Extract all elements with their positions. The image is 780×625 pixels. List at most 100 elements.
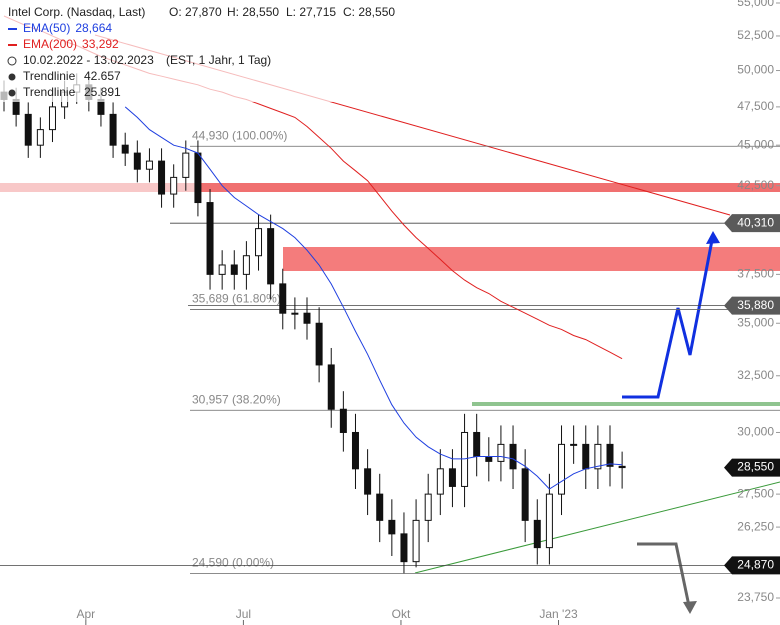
y-tick-label: 26,250 [737, 519, 774, 533]
y-tick-label: 50,000 [737, 63, 774, 77]
y-tick-label: 52,500 [737, 28, 774, 42]
candle-body [570, 443, 578, 446]
price-marker [724, 296, 780, 315]
trendline-name: Trendlinie [23, 85, 76, 99]
candle-body [558, 443, 566, 495]
y-tick-label: 30,000 [737, 425, 774, 439]
candle-body [412, 519, 420, 563]
candle-body [279, 283, 287, 314]
x-tick-label: Apr [76, 607, 95, 621]
trendline-name: Trendlinie [23, 69, 76, 83]
title: Intel Corp. (Nasdaq, Last) [8, 5, 145, 19]
price-marker-label: 24,870 [737, 558, 774, 572]
candle-body [545, 493, 553, 549]
candle-body [509, 443, 517, 470]
legend-icon [8, 89, 16, 97]
candle-body [618, 465, 626, 469]
forecast-arrow [622, 234, 715, 399]
y-tick-label: 42,500 [737, 178, 774, 192]
candle-body [521, 468, 529, 521]
settings: (EST, 1 Jahr, 1 Tag) [166, 53, 271, 67]
legend-name: EMA(50) [23, 21, 70, 35]
zone-upper [200, 183, 780, 192]
trendline-up [414, 481, 780, 574]
legend-bg [0, 0, 420, 102]
candle-body [448, 468, 456, 487]
candle-body [327, 364, 335, 410]
candle-body [230, 264, 238, 275]
candle-body [255, 228, 263, 257]
candle-body [364, 468, 372, 495]
candle-body [533, 519, 541, 549]
candle-body [339, 408, 347, 433]
candle-body [303, 312, 311, 324]
quote: L: 27,715 [286, 5, 336, 19]
candle-body [473, 431, 481, 457]
fib-label: 44,930 (100.00%) [192, 128, 287, 142]
y-tick-label: 27,500 [737, 486, 774, 500]
candle-body [170, 176, 178, 195]
y-tick-label: 23,750 [737, 590, 774, 604]
y-tick-label: 47,500 [737, 99, 774, 113]
candle-body [497, 443, 505, 462]
y-tick-label: 45,000 [737, 137, 774, 151]
ema-line [124, 106, 623, 490]
candle-body [194, 152, 202, 204]
candle-body [582, 443, 590, 470]
price-marker-label: 40,310 [737, 215, 774, 229]
candle-body [400, 533, 408, 563]
candle-body [485, 455, 493, 462]
price-marker [724, 556, 780, 575]
candle-body [606, 443, 614, 467]
date-range: 10.02.2022 - 13.02.2023 [23, 53, 154, 67]
candle-body [121, 144, 129, 154]
candle-body [267, 228, 275, 285]
candle-body [351, 431, 359, 470]
x-tick-label: Jul [236, 607, 251, 621]
candle-body [206, 202, 214, 275]
candle-body [242, 255, 250, 275]
candle-body [315, 322, 323, 366]
candle-body [388, 519, 396, 535]
fib-label: 35,689 (61.80%) [192, 292, 281, 306]
candle-body [218, 264, 226, 275]
candle-body [109, 113, 117, 146]
legend-value: 33,292 [82, 37, 119, 51]
legend: Intel Corp. (Nasdaq, Last) O: 27,870 H: … [0, 0, 420, 102]
price-marker-label: 28,550 [737, 460, 774, 474]
candle-body [182, 152, 190, 178]
legend-clock [7, 56, 17, 66]
candle-body [133, 152, 141, 170]
candle-body [158, 160, 166, 195]
candle-body [24, 113, 32, 146]
legend-value: 28,664 [75, 21, 112, 35]
y-tick-label: 55,000 [737, 0, 774, 9]
y-tick-label: 32,500 [737, 368, 774, 382]
candle-body [594, 443, 602, 470]
candle-body [436, 468, 444, 495]
candle-body [48, 106, 56, 131]
quote: H: 28,550 [227, 5, 279, 19]
arrow-head [706, 231, 720, 244]
candle-body [461, 431, 469, 487]
trendline-value: 25.891 [84, 85, 121, 99]
price-marker [724, 458, 780, 477]
legend-icon [8, 73, 16, 81]
y-tick-label: 35,000 [737, 315, 774, 329]
y-tick-label: 37,500 [737, 267, 774, 281]
candle-body [424, 493, 432, 521]
quote: O: 27,870 [169, 5, 222, 19]
fib-label: 24,590 (0.00%) [192, 556, 274, 570]
candle-body [36, 129, 44, 146]
quote: C: 28,550 [343, 5, 395, 19]
fib-label: 30,957 (38.20%) [192, 392, 281, 406]
zone-lower [283, 247, 780, 271]
x-tick-label: Jan '23 [539, 607, 578, 621]
candle-body [291, 312, 299, 315]
candle-body [376, 493, 384, 521]
arrow-head [683, 601, 697, 614]
forecast-arrow-down [637, 542, 691, 607]
price-marker-label: 35,880 [737, 298, 774, 312]
trendline-value: 42.657 [84, 69, 121, 83]
